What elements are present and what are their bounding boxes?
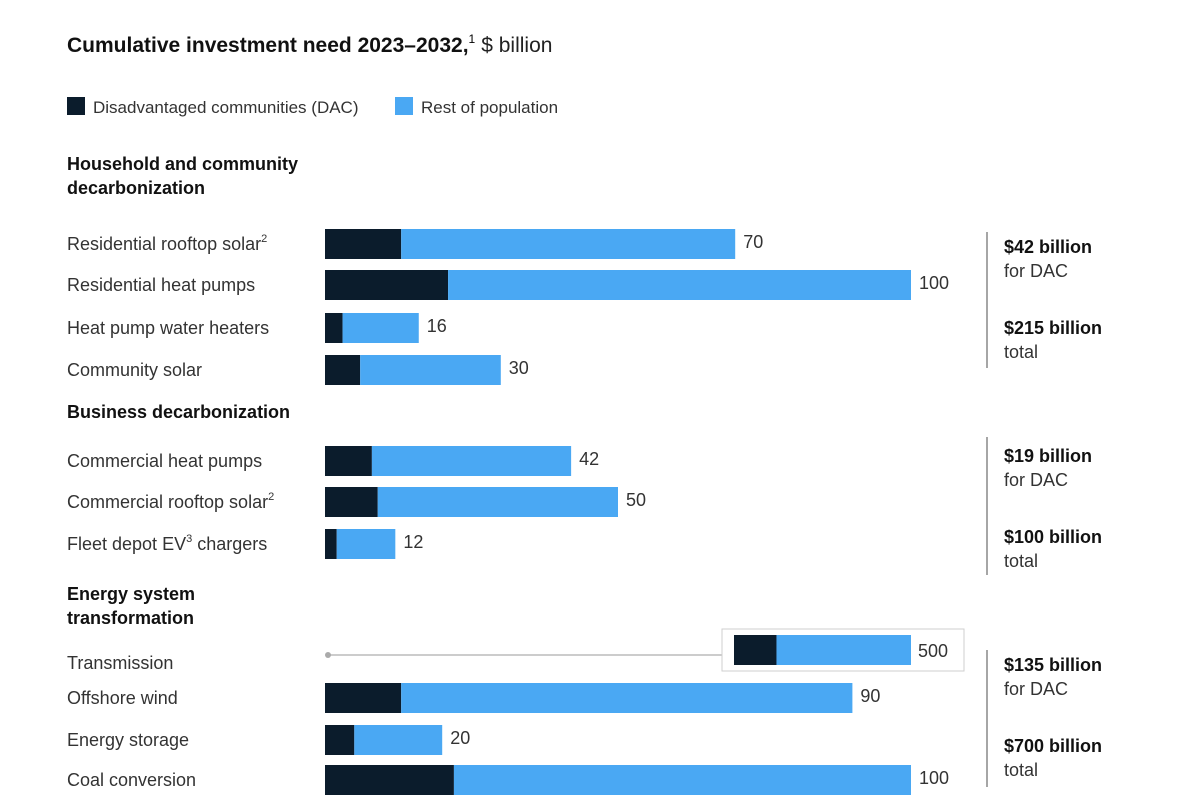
summary-total-text: total	[1004, 342, 1038, 362]
bar-segment-dac	[325, 725, 355, 755]
bar-segment-rest	[453, 765, 911, 795]
bar-segment-rest	[342, 313, 419, 343]
bar-row: Transmission 500	[67, 628, 965, 673]
bar-segment-rest	[448, 270, 911, 300]
bar-row: Residential rooftop solar2 70	[67, 229, 763, 259]
bar-segment-dac	[325, 355, 361, 385]
bar-value-label: 20	[450, 728, 470, 748]
bar-segment-rest	[401, 229, 736, 259]
bar-segment-rest	[377, 487, 618, 517]
summary-total-value: $215 billion	[1004, 318, 1102, 338]
bar-value-label: 30	[509, 358, 529, 378]
bar-segment-rest	[401, 683, 853, 713]
row-label: Residential heat pumps	[67, 275, 255, 295]
legend: Disadvantaged communities (DAC) Rest of …	[67, 97, 558, 117]
bar-value-label: 100	[919, 273, 949, 293]
chart-title: Cumulative investment need 2023–2032,1 $ …	[67, 32, 552, 57]
bar-value-label: 16	[427, 316, 447, 336]
row-label: Transmission	[67, 653, 173, 673]
bar-row: Energy storage 20	[67, 725, 470, 755]
group-title-2-line-0: Energy system	[67, 584, 195, 604]
bar-value-label: 12	[403, 532, 423, 552]
bar-segment-dac	[734, 635, 777, 665]
row-label: Fleet depot EV3 chargers	[67, 533, 267, 554]
bar-row: Commercial rooftop solar2 50	[67, 487, 646, 517]
summary-total-text: total	[1004, 551, 1038, 571]
bar-segment-dac	[325, 229, 402, 259]
legend-label-rest: Rest of population	[421, 98, 558, 117]
bar-segment-dac	[325, 487, 378, 517]
bar-segment-rest	[776, 635, 911, 665]
summary-total-value: $100 billion	[1004, 527, 1102, 547]
row-label: Offshore wind	[67, 688, 178, 708]
bar-value-label: 50	[626, 490, 646, 510]
bar-value-label: 42	[579, 449, 599, 469]
group-2: Energy system transformation Transmission 5…	[67, 584, 1102, 795]
bar-row: Coal conversion 100	[67, 765, 949, 795]
row-label: Commercial heat pumps	[67, 451, 262, 471]
bar-segment-rest	[354, 725, 443, 755]
bar-segment-rest	[336, 529, 396, 559]
row-label: Community solar	[67, 360, 202, 380]
bar-segment-dac	[325, 529, 337, 559]
bar-segment-dac	[325, 313, 343, 343]
bar-segment-rest	[371, 446, 572, 476]
bar-row: Residential heat pumps 100	[67, 270, 949, 300]
summary-total-value: $700 billion	[1004, 736, 1102, 756]
summary-dac-value: $42 billion	[1004, 237, 1092, 257]
summary-total-text: total	[1004, 760, 1038, 780]
legend-swatch-rest	[395, 97, 413, 115]
bar-segment-dac	[325, 765, 454, 795]
chart-groups: Household and community decarbonization Re…	[67, 154, 1102, 795]
summary-dac-text: for DAC	[1004, 261, 1068, 281]
row-label: Residential rooftop solar2	[67, 233, 267, 254]
bar-value-label: 90	[860, 686, 880, 706]
bar-value-label: 100	[919, 768, 949, 788]
bar-segment-dac	[325, 270, 449, 300]
group-title-0-line-1: decarbonization	[67, 178, 205, 198]
group-0: Household and community decarbonization Re…	[67, 154, 1102, 385]
row-label: Commercial rooftop solar2	[67, 491, 274, 512]
group-1: Business decarbonization Commercial heat …	[67, 402, 1102, 575]
summary-dac-text: for DAC	[1004, 470, 1068, 490]
summary-dac-value: $19 billion	[1004, 446, 1092, 466]
group-title-2-line-1: transformation	[67, 608, 194, 628]
legend-swatch-dac	[67, 97, 85, 115]
bar-row: Community solar 30	[67, 355, 529, 385]
row-label: Coal conversion	[67, 770, 196, 790]
bar-row: Offshore wind 90	[67, 683, 880, 713]
bar-row: Heat pump water heaters 16	[67, 313, 447, 343]
bar-row: Fleet depot EV3 chargers 12	[67, 529, 423, 559]
bar-segment-rest	[360, 355, 501, 385]
leader-dot	[325, 652, 331, 658]
group-title-1-line-0: Business decarbonization	[67, 402, 290, 422]
bar-value-label: 500	[918, 641, 948, 661]
group-title-0-line-0: Household and community	[67, 154, 298, 174]
row-label: Heat pump water heaters	[67, 318, 269, 338]
bar-row: Commercial heat pumps 42	[67, 446, 599, 476]
summary-dac-text: for DAC	[1004, 679, 1068, 699]
row-label: Energy storage	[67, 730, 189, 750]
summary-dac-value: $135 billion	[1004, 655, 1102, 675]
legend-label-dac: Disadvantaged communities (DAC)	[93, 98, 359, 117]
bar-segment-dac	[325, 683, 402, 713]
bar-segment-dac	[325, 446, 372, 476]
bar-value-label: 70	[743, 232, 763, 252]
